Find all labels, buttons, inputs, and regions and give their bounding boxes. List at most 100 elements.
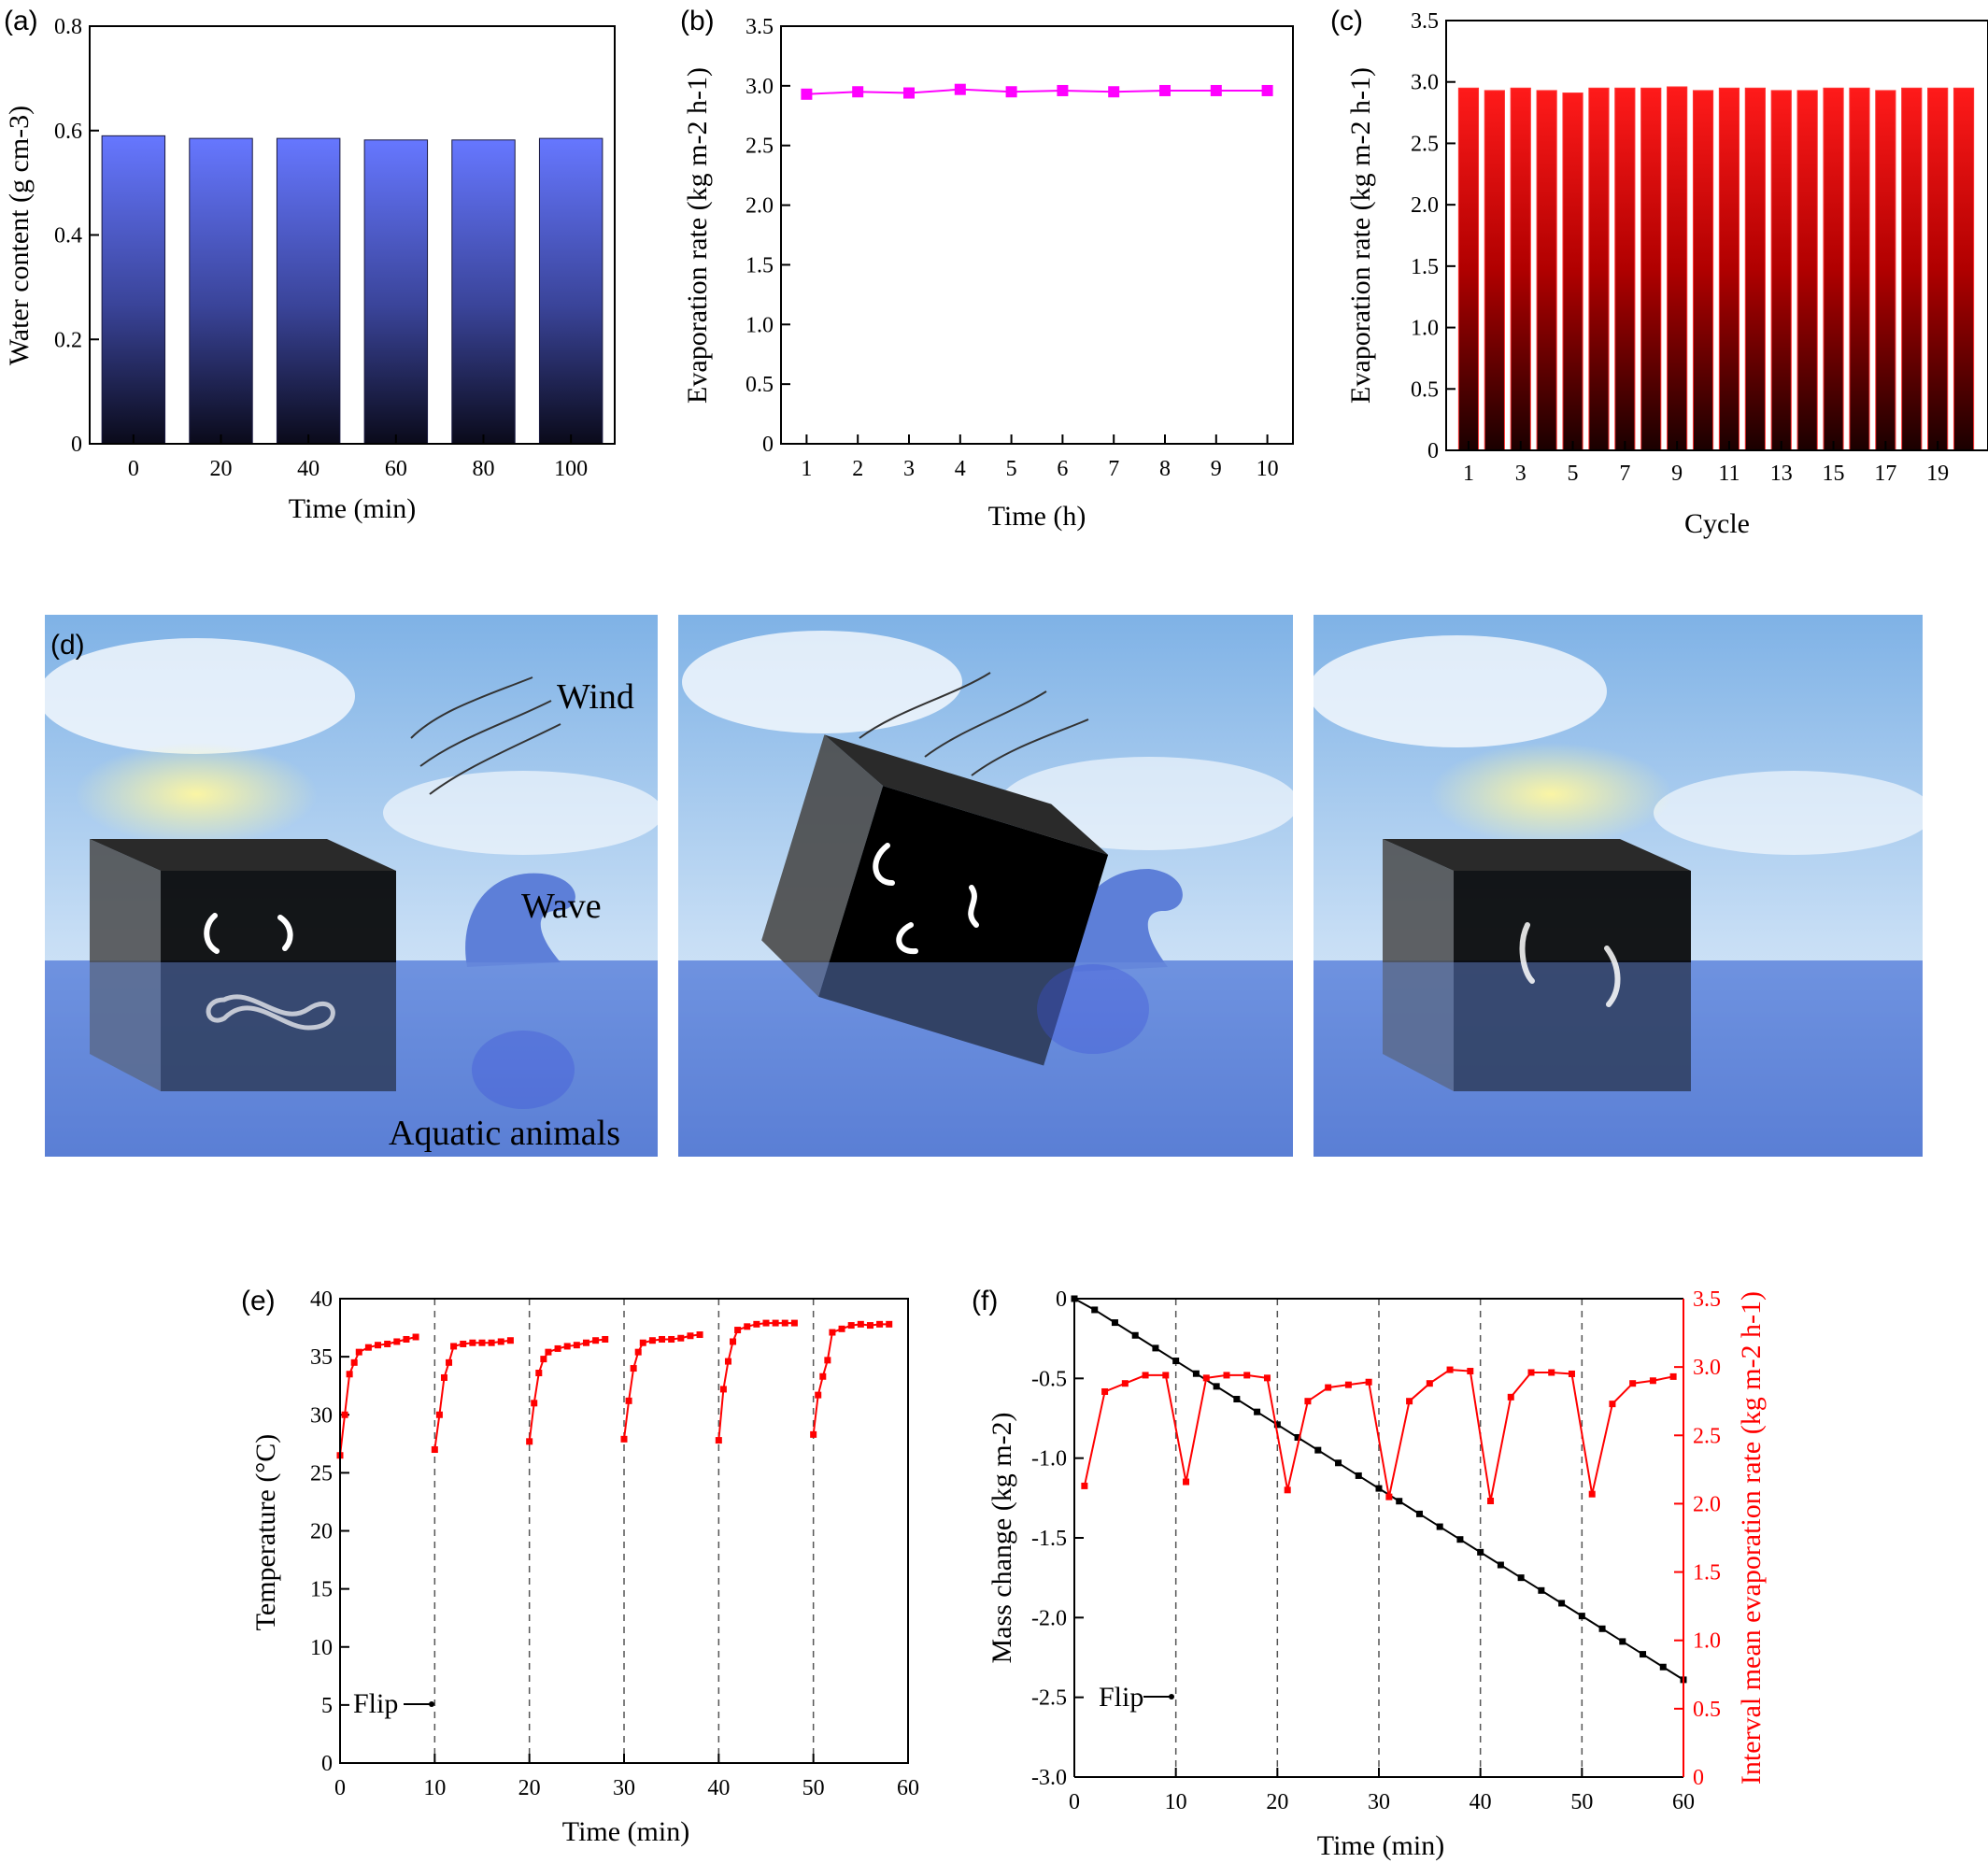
panel-f-xtick-label: 10 [1165, 1790, 1187, 1814]
bar [1823, 87, 1844, 451]
bar [1849, 87, 1870, 451]
aquatic-animal [472, 1031, 575, 1109]
data-point [573, 1342, 580, 1349]
panel-f-ytick-label: -3.0 [1031, 1766, 1067, 1790]
data-point [630, 1365, 637, 1372]
panel-b-ytick-label: 2.5 [746, 135, 774, 159]
panel-c-ytick-label: 2.0 [1411, 193, 1439, 218]
data-point [1304, 1398, 1312, 1405]
panel-e-ylabel: Temperature (°C) [250, 1434, 281, 1631]
panel-c-ytick-label: 0 [1427, 439, 1439, 463]
data-point [1477, 1548, 1484, 1556]
panel-e-ytick-label: 35 [310, 1345, 333, 1370]
panel-f-right-ytick-label: 2.0 [1693, 1492, 1721, 1516]
data-point [375, 1342, 382, 1349]
data-point [592, 1337, 600, 1344]
data-point [1091, 1306, 1099, 1314]
panel-e-xtick-label: 20 [518, 1776, 541, 1800]
data-point [772, 1319, 779, 1327]
panel-b-ytick-label: 0 [762, 433, 774, 457]
data-point [625, 1397, 632, 1404]
panel-e-xtick-label: 40 [707, 1776, 730, 1800]
data-point [1436, 1523, 1443, 1530]
panel-c-ytick-label: 2.5 [1411, 132, 1439, 156]
panel-b-xtick-label: 3 [903, 457, 915, 481]
panel-b-ytick-label: 3.0 [746, 75, 774, 99]
panel-a-xtick-label: 60 [385, 457, 407, 481]
data-point [531, 1400, 538, 1407]
data-point [1121, 1380, 1129, 1387]
data-point [1588, 1490, 1596, 1498]
bar [1588, 87, 1610, 451]
evaporator-block-side [90, 839, 161, 1091]
data-point [1629, 1380, 1637, 1387]
data-point [1213, 1383, 1220, 1390]
bar [101, 135, 166, 445]
panel-a-ytick-label: 0.6 [54, 120, 82, 144]
panel-e-ytick-label: 0 [321, 1752, 333, 1776]
panel-e-xtick-label: 50 [802, 1776, 825, 1800]
data-point [384, 1340, 391, 1347]
panel-a-xtick-label: 100 [554, 457, 588, 481]
panel-f-xtick-label: 0 [1069, 1790, 1080, 1814]
data-point [1101, 1387, 1109, 1395]
data-point [1467, 1368, 1474, 1375]
panel-c-label: (c) [1330, 6, 1363, 36]
data-point [478, 1339, 486, 1346]
panel-c-ytick-label: 3.0 [1411, 71, 1439, 95]
data-point [602, 1335, 609, 1343]
panel-e-ytick-label: 25 [310, 1461, 333, 1486]
data-point [815, 1391, 822, 1399]
panel-f: (f) 0 -0.5 -1.0 -1.5 -2.0 -2.5 -3.0 0 0.5 1.0 1.5… [972, 1286, 1767, 1861]
data-point [724, 1358, 731, 1365]
aquatic-animal-2 [1037, 964, 1149, 1054]
data-point [450, 1343, 458, 1350]
data-point [1538, 1586, 1545, 1594]
data-point [668, 1335, 675, 1343]
evaporation-rate-line [1083, 1369, 1674, 1501]
data-point [497, 1338, 504, 1345]
panel-e-label: (e) [241, 1286, 276, 1316]
panel-b-xtick-label: 5 [1006, 457, 1017, 481]
data-point [350, 1358, 358, 1366]
panel-c-xtick-label: 19 [1926, 462, 1949, 486]
data-point [719, 1386, 727, 1393]
data-point [1406, 1398, 1413, 1405]
panel-c-ytick-label: 0.5 [1411, 377, 1439, 402]
bar [1536, 90, 1557, 451]
data-point [1344, 1381, 1352, 1388]
panel-c-xtick-label: 11 [1718, 462, 1740, 486]
data-point [1497, 1561, 1504, 1569]
panel-e-ytick-label: 40 [310, 1287, 333, 1312]
panel-f-ytick-label: -1.0 [1031, 1447, 1067, 1472]
bar [1770, 90, 1792, 451]
temperature-line [339, 1336, 417, 1456]
panel-d: Wind Wave Aquatic animals [37, 615, 1934, 1157]
data-point [469, 1339, 476, 1346]
data-point [852, 86, 864, 98]
data-point [355, 1348, 362, 1356]
panel-c-xtick-label: 13 [1770, 462, 1793, 486]
evaporator-block-front [161, 871, 396, 1091]
panel-f-ytick-label: -0.5 [1031, 1367, 1067, 1391]
data-point [1005, 86, 1017, 98]
panel-b-xtick-label: 4 [955, 457, 966, 481]
bar [189, 137, 253, 445]
data-point [1057, 84, 1069, 96]
scene-1: Wind Wave Aquatic animals [37, 615, 663, 1157]
panel-b-ytick-label: 3.5 [746, 15, 774, 39]
panel-c-xtick-label: 3 [1515, 462, 1526, 486]
data-point [440, 1373, 447, 1381]
data-point [1568, 1370, 1575, 1377]
bar [1927, 87, 1949, 451]
data-point [715, 1437, 722, 1444]
data-point [1669, 1372, 1677, 1380]
data-point [634, 1348, 642, 1356]
panel-c-ytick-label: 3.5 [1411, 9, 1439, 34]
bar [1718, 87, 1740, 451]
data-point [1335, 1459, 1342, 1467]
panel-b-xtick-label: 8 [1159, 457, 1171, 481]
data-point [1517, 1574, 1525, 1582]
panel-b-xtick-label: 7 [1108, 457, 1119, 481]
data-point [341, 1411, 348, 1418]
